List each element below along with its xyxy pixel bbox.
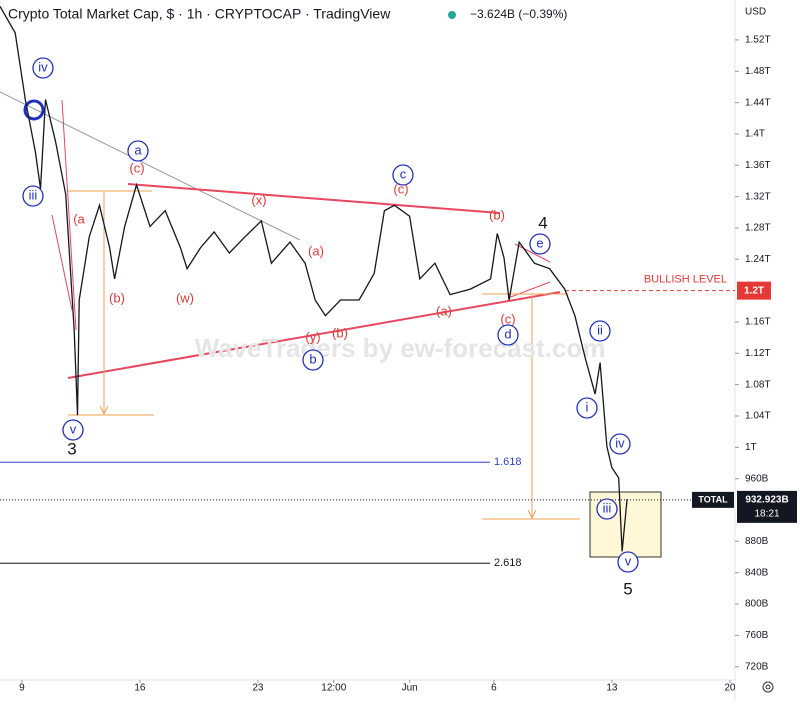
- wave-label: (x): [251, 192, 266, 207]
- wave-label: (a): [308, 243, 324, 258]
- y-tick-label: 1.16T: [745, 317, 771, 328]
- wave-label: c: [400, 166, 407, 181]
- y-tick-label: 960B: [745, 473, 769, 484]
- y-tick-label: 1.28T: [745, 223, 771, 234]
- wave-label: i: [586, 399, 589, 414]
- change: −3.624B (−0.39%): [470, 7, 567, 21]
- name-tag: [692, 491, 734, 508]
- wave-circle: [576, 397, 598, 419]
- y-tick-label: 1.52T: [745, 35, 771, 46]
- last-name: TOTAL: [698, 494, 728, 504]
- wave-circle: [32, 57, 54, 79]
- wave-label: (c): [500, 311, 515, 326]
- x-tick-label: 12:00: [321, 683, 346, 694]
- bullish-name: BULLISH LEVEL: [644, 274, 727, 286]
- wave-label: (b): [109, 290, 125, 305]
- wave-label: b: [309, 351, 316, 366]
- wave-label: v: [70, 421, 77, 436]
- bullish-label: 1.2T: [744, 285, 764, 296]
- wave-circle: [497, 324, 519, 346]
- x-tick-label: 16: [134, 683, 146, 694]
- wave-circle: [22, 185, 44, 207]
- y-tick-label: 1.08T: [745, 379, 771, 390]
- y-tick-label: 1T: [745, 442, 757, 453]
- y-tick-label: 1.32T: [745, 191, 771, 202]
- fib-label: 1.618: [494, 456, 522, 468]
- wave-label: (c): [129, 160, 144, 175]
- wave-label: 4: [538, 213, 547, 232]
- wave-label: a: [134, 142, 142, 157]
- wave-circle: [617, 551, 639, 573]
- y-tick-label: 760B: [745, 630, 769, 641]
- wave-label: (w): [176, 290, 194, 305]
- settings-icon[interactable]: [762, 681, 774, 693]
- wave-circle: [392, 164, 414, 186]
- wave-circle: [302, 349, 324, 371]
- last-label: 932.923B: [745, 495, 788, 506]
- y-tick-label: 1.36T: [745, 160, 771, 171]
- status-dot: [448, 11, 456, 19]
- y-tick-label: 720B: [745, 661, 769, 672]
- wave-label: ii: [597, 322, 603, 337]
- measure: [68, 190, 580, 520]
- price-line: [0, 5, 628, 552]
- y-tick-label: 1.24T: [745, 254, 771, 265]
- wave-label: (c): [393, 181, 408, 196]
- wave-label: (b): [489, 207, 505, 222]
- wave-label: (y): [305, 329, 320, 344]
- wave-label: iv: [615, 435, 625, 450]
- x-tick-label: 9: [19, 683, 25, 694]
- wave-label: 5: [623, 579, 632, 598]
- x-tick-label: 20: [724, 683, 736, 694]
- wave-circle: [609, 433, 631, 455]
- y-tick-label: 1.12T: [745, 348, 771, 359]
- y-tick-label: 1.48T: [745, 66, 771, 77]
- wave-label: (a: [73, 211, 85, 226]
- x-tick-label: 6: [491, 683, 497, 694]
- chart-title: Crypto Total Market Cap, $ · 1h · CRYPTO…: [8, 6, 391, 22]
- price-tag: [737, 281, 771, 300]
- currency: USD: [745, 7, 766, 18]
- wave-label: v: [625, 553, 632, 568]
- y-tick-label: 880B: [745, 536, 769, 547]
- marker: [23, 99, 45, 121]
- wave-label: d: [504, 326, 511, 341]
- wave-circle: [529, 233, 551, 255]
- wave-circle: [62, 419, 84, 441]
- watermark: WaveTraders by ew-forecast.com: [195, 333, 606, 363]
- x-tick-label: 23: [252, 683, 264, 694]
- wave-circle: [596, 498, 618, 520]
- y-tick-label: 1.04T: [745, 411, 771, 422]
- wave-label: iii: [29, 187, 38, 202]
- wave-label: (b): [332, 325, 348, 340]
- wave-label: iii: [603, 500, 612, 515]
- y-tick-label: 1.4T: [745, 129, 765, 140]
- x-tick-label: Jun: [402, 683, 418, 694]
- price-tag: [737, 490, 797, 523]
- countdown: 18:21: [754, 509, 779, 520]
- wave-label: e: [536, 235, 543, 250]
- triangle: [51, 99, 561, 379]
- wave-circle: [127, 140, 149, 162]
- y-tick-label: 1.44T: [745, 97, 771, 108]
- wave-label: 3: [67, 439, 76, 458]
- x-tick-label: 13: [606, 683, 618, 694]
- wave-circle: [589, 320, 611, 342]
- fib-label: 2.618: [494, 557, 522, 569]
- wave-label: iv: [38, 59, 48, 74]
- y-tick-label: 840B: [745, 567, 769, 578]
- wave-label: (a): [436, 303, 452, 318]
- y-tick-label: 800B: [745, 599, 769, 610]
